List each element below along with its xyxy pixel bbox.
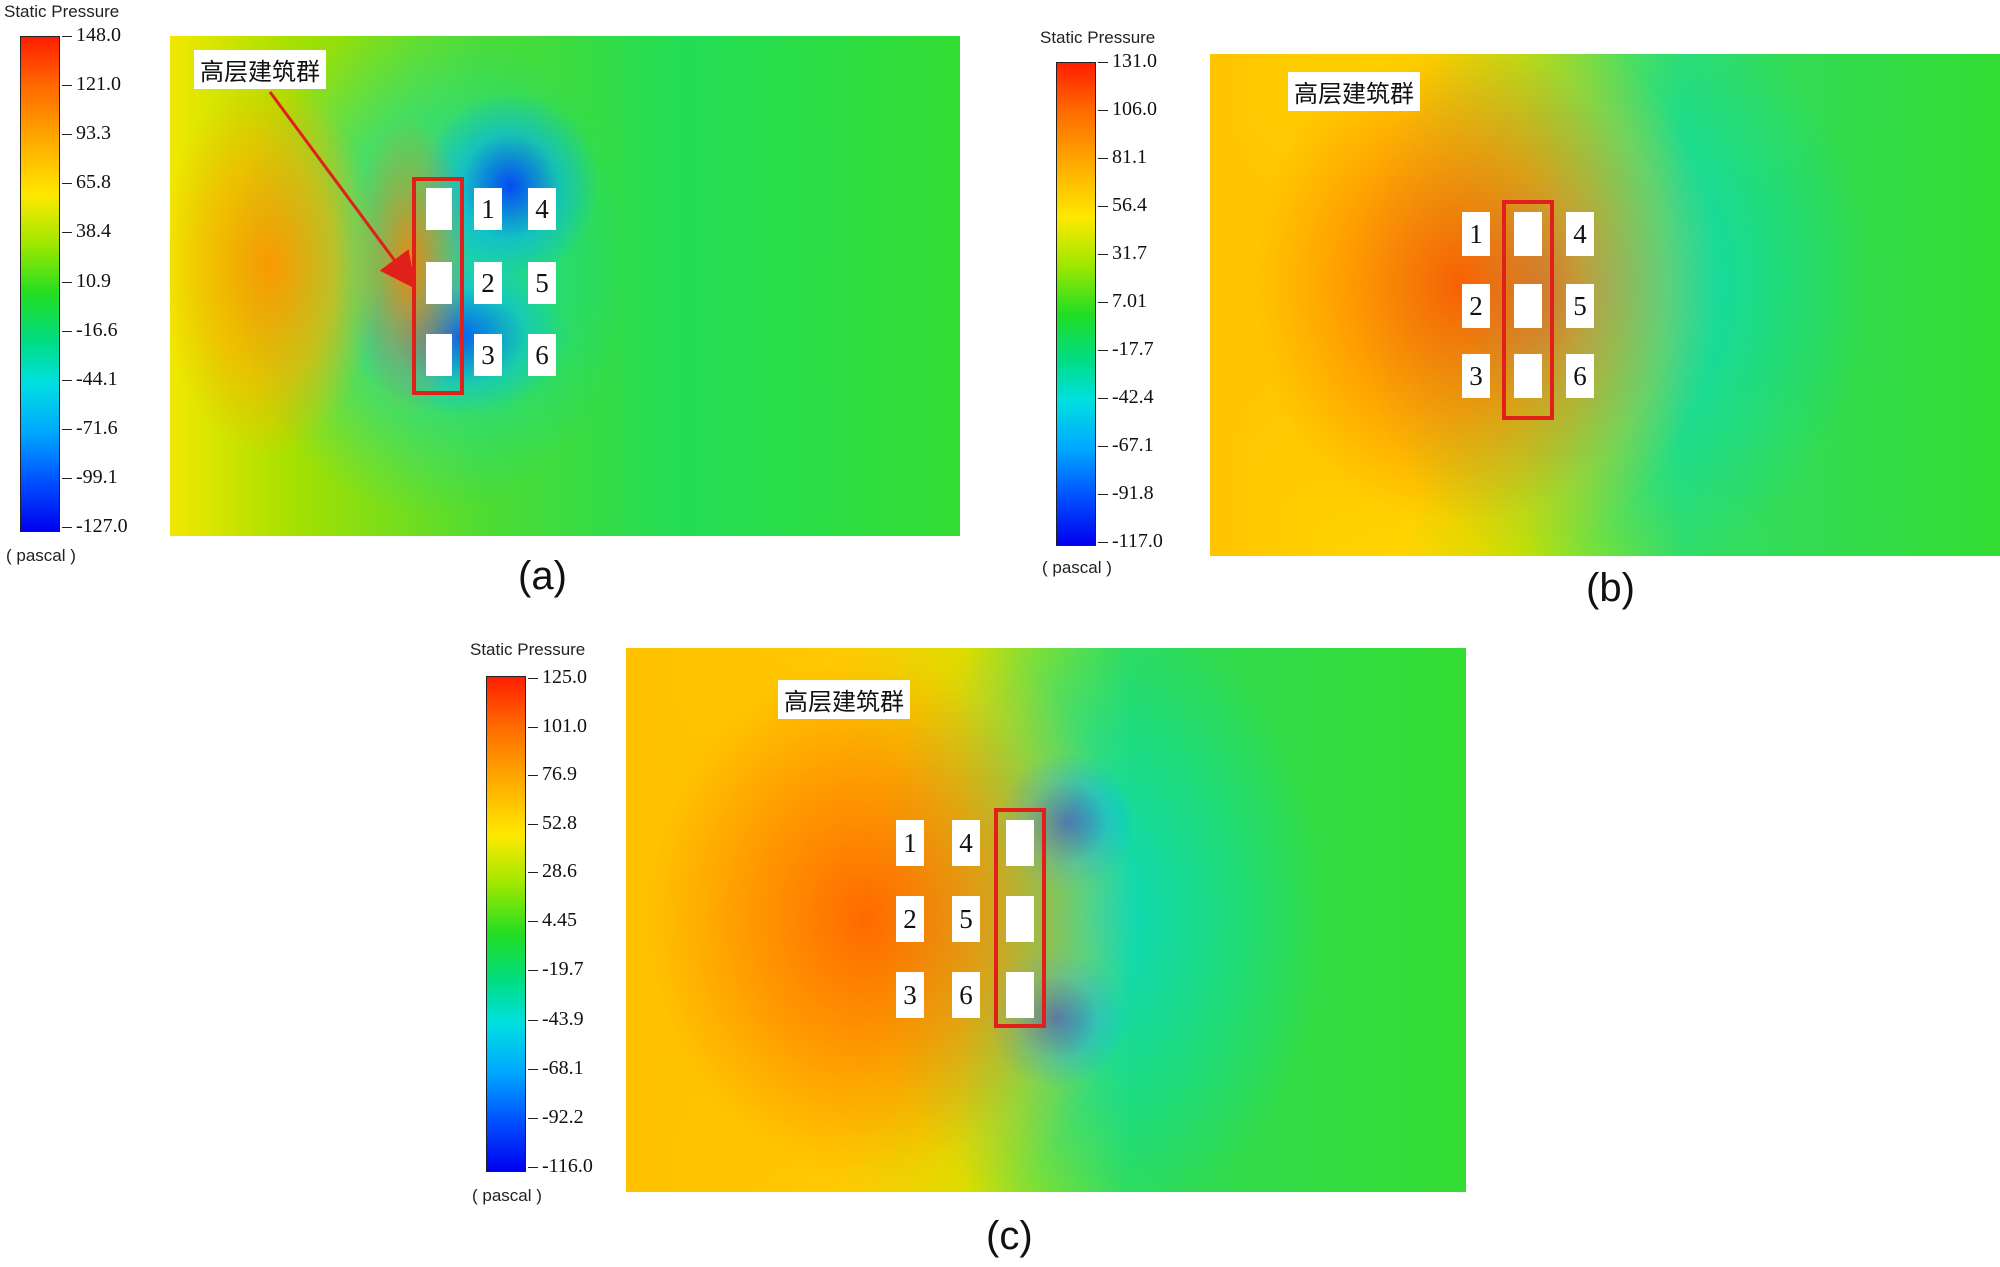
legend-title: Static Pressure bbox=[4, 2, 120, 21]
panel-label: (c) bbox=[986, 1214, 1033, 1258]
building-3: 3 bbox=[896, 972, 924, 1018]
legend-unit: ( pascal ) bbox=[1042, 558, 1112, 577]
building bbox=[1514, 212, 1542, 256]
annotation-label: 高层建筑群 bbox=[194, 50, 326, 89]
tick-label: -71.6 bbox=[62, 417, 118, 439]
tick-label: 81.1 bbox=[1098, 146, 1147, 168]
tick-label: 65.8 bbox=[62, 171, 111, 193]
tick-label: -117.0 bbox=[1098, 530, 1163, 552]
tick-label: -99.1 bbox=[62, 466, 118, 488]
building-2: 2 bbox=[896, 896, 924, 942]
tick-label: 131.0 bbox=[1098, 50, 1157, 72]
tick-label: 125.0 bbox=[528, 666, 587, 688]
tick-label: 52.8 bbox=[528, 812, 577, 834]
tick-label: -44.1 bbox=[62, 368, 118, 390]
tick-label: 148.0 bbox=[62, 24, 121, 46]
building bbox=[1514, 284, 1542, 328]
legend-unit: ( pascal ) bbox=[6, 546, 76, 565]
building-6: 6 bbox=[1566, 354, 1594, 398]
legend-title: Static Pressure bbox=[470, 640, 586, 659]
tick-label: 121.0 bbox=[62, 73, 121, 95]
panel-label: (a) bbox=[518, 554, 567, 598]
tick-label: 10.9 bbox=[62, 270, 111, 292]
building bbox=[426, 262, 452, 304]
tick-label: -68.1 bbox=[528, 1057, 584, 1079]
tick-label: -16.6 bbox=[62, 319, 118, 341]
building-3: 3 bbox=[474, 334, 502, 376]
building-6: 6 bbox=[528, 334, 556, 376]
annotation-label: 高层建筑群 bbox=[1288, 72, 1420, 111]
building-6: 6 bbox=[952, 972, 980, 1018]
pressure-colorbar bbox=[1056, 62, 1096, 546]
panel-label: (b) bbox=[1586, 566, 1635, 610]
pressure-field: 1 2 3 4 5 6 高层建筑群 bbox=[170, 36, 960, 536]
building bbox=[1006, 896, 1034, 942]
tick-label: 101.0 bbox=[528, 715, 587, 737]
tick-label: 31.7 bbox=[1098, 242, 1147, 264]
tick-label: -116.0 bbox=[528, 1155, 593, 1177]
tick-label: -127.0 bbox=[62, 515, 128, 537]
building bbox=[426, 188, 452, 230]
legend-unit: ( pascal ) bbox=[472, 1186, 542, 1205]
building bbox=[1006, 820, 1034, 866]
pressure-field: 1 2 3 4 5 6 高层建筑群 bbox=[1210, 54, 2000, 556]
pressure-colorbar bbox=[486, 676, 526, 1172]
tick-label: 106.0 bbox=[1098, 98, 1157, 120]
highlight-box bbox=[1502, 200, 1554, 420]
tick-label: -42.4 bbox=[1098, 386, 1154, 408]
building bbox=[1514, 354, 1542, 398]
tick-label: -67.1 bbox=[1098, 434, 1154, 456]
pressure-field: 1 2 3 4 5 6 高层建筑群 bbox=[626, 648, 1466, 1192]
highlight-box bbox=[994, 808, 1046, 1028]
building-1: 1 bbox=[896, 820, 924, 866]
tick-label: 93.3 bbox=[62, 122, 111, 144]
tick-label: 28.6 bbox=[528, 860, 577, 882]
building-5: 5 bbox=[1566, 284, 1594, 328]
building-4: 4 bbox=[952, 820, 980, 866]
building-2: 2 bbox=[474, 262, 502, 304]
building-1: 1 bbox=[474, 188, 502, 230]
pressure-colorbar bbox=[20, 36, 60, 532]
tick-label: -92.2 bbox=[528, 1106, 584, 1128]
building-5: 5 bbox=[952, 896, 980, 942]
building-2: 2 bbox=[1462, 284, 1490, 328]
tick-label: -43.9 bbox=[528, 1008, 584, 1030]
building-4: 4 bbox=[528, 188, 556, 230]
building-5: 5 bbox=[528, 262, 556, 304]
tick-label: 4.45 bbox=[528, 909, 577, 931]
building bbox=[426, 334, 452, 376]
tick-label: -17.7 bbox=[1098, 338, 1154, 360]
tick-label: -19.7 bbox=[528, 958, 584, 980]
tick-label: 76.9 bbox=[528, 763, 577, 785]
tick-label: 38.4 bbox=[62, 220, 111, 242]
annotation-label: 高层建筑群 bbox=[778, 680, 910, 719]
building-3: 3 bbox=[1462, 354, 1490, 398]
building-4: 4 bbox=[1566, 212, 1594, 256]
building-1: 1 bbox=[1462, 212, 1490, 256]
building bbox=[1006, 972, 1034, 1018]
tick-label: 56.4 bbox=[1098, 194, 1147, 216]
highlight-box bbox=[412, 177, 464, 395]
tick-label: -91.8 bbox=[1098, 482, 1154, 504]
tick-label: 7.01 bbox=[1098, 290, 1147, 312]
legend-title: Static Pressure bbox=[1040, 28, 1156, 47]
